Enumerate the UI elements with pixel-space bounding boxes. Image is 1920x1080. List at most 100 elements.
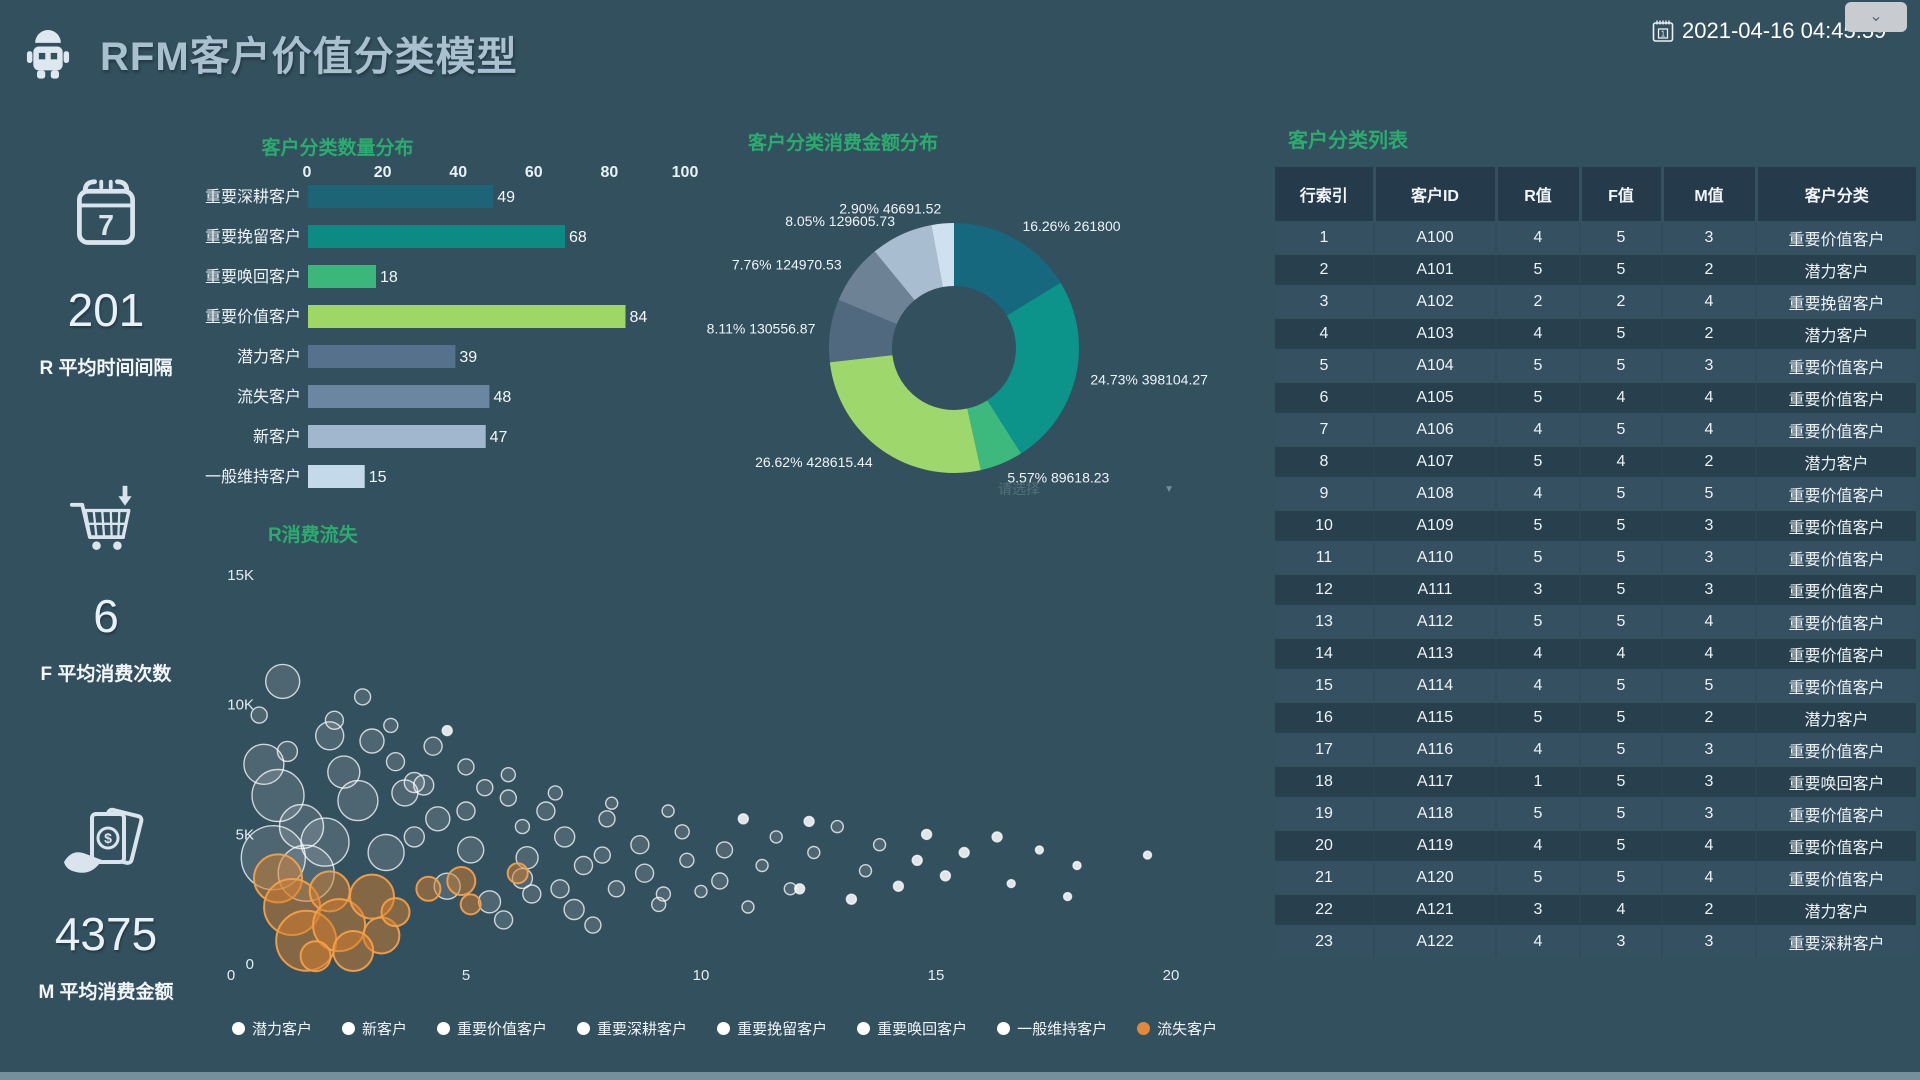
legend-item[interactable]: 流失客户 (1137, 1018, 1217, 1039)
donut-slice[interactable] (829, 355, 981, 473)
bubble-point[interactable] (423, 736, 443, 756)
bottom-scrollbar[interactable] (0, 1072, 1920, 1080)
bubble-point[interactable] (1006, 878, 1016, 889)
bubble-point[interactable] (276, 740, 299, 763)
bubble-point[interactable] (563, 898, 585, 921)
bar-chart[interactable]: 0 20 40 60 80 100 重要深耕客户 49 重要挽留客户 68 重要唤回客户 18 重要价值… (180, 125, 740, 505)
bubble-point[interactable] (251, 768, 305, 823)
bar-segment[interactable] (308, 425, 486, 448)
bubble-point[interactable] (661, 804, 675, 818)
bubble-point[interactable] (830, 819, 844, 834)
bubble-point[interactable] (845, 893, 858, 905)
bubble-point[interactable] (872, 838, 887, 852)
bubble-point[interactable] (265, 663, 301, 700)
bubble-point[interactable] (911, 854, 923, 866)
bar-segment[interactable] (308, 185, 494, 208)
bubble-point[interactable] (598, 810, 616, 828)
bubble-point[interactable] (383, 717, 399, 734)
bubble-point[interactable] (711, 872, 729, 890)
bubble-point[interactable] (554, 826, 576, 848)
bubble-point[interactable] (441, 724, 453, 737)
donut-slice[interactable] (874, 225, 943, 301)
bubble-point[interactable] (459, 893, 482, 916)
bubble-point[interactable] (337, 779, 379, 822)
bubble-point[interactable] (477, 890, 502, 914)
bubble-point[interactable] (403, 771, 426, 794)
bubble-point[interactable] (500, 766, 516, 783)
bubble-point[interactable] (794, 883, 806, 895)
legend-item[interactable]: 重要唤回客户 (857, 1018, 967, 1039)
legend-item[interactable]: 重要价值客户 (437, 1018, 547, 1039)
bubble-point[interactable] (547, 785, 563, 801)
bubble-point[interactable] (403, 826, 426, 848)
bubble-point[interactable] (858, 864, 873, 878)
bubble-point[interactable] (457, 758, 475, 776)
bubble-point[interactable] (385, 751, 406, 772)
bubble-chart[interactable]: 0 5K 10K 15K 0 5 10 15 20 (220, 550, 1220, 1012)
category-select[interactable]: 请选择 ▼ (990, 476, 1182, 502)
bar-segment[interactable] (308, 225, 565, 248)
bubble-point[interactable] (327, 755, 361, 789)
bubble-point[interactable] (367, 833, 405, 872)
bubble-point[interactable] (593, 846, 611, 864)
bubble-point[interactable] (506, 862, 529, 885)
bubble-point[interactable] (456, 801, 476, 821)
bubble-point[interactable] (456, 836, 485, 864)
bubble-point[interactable] (803, 815, 815, 828)
bubble-point[interactable] (1062, 891, 1073, 902)
bubble-point[interactable] (630, 835, 650, 855)
collapse-button[interactable]: ⌄ (1845, 2, 1907, 32)
bubble-point[interactable] (415, 875, 442, 902)
bubble-point[interactable] (522, 884, 542, 904)
bubble-point[interactable] (651, 896, 667, 913)
bubble-point[interactable] (1072, 860, 1082, 871)
bar-segment[interactable] (308, 465, 365, 488)
bubble-point[interactable] (1034, 845, 1045, 855)
bar-segment[interactable] (308, 385, 490, 408)
bubble-point[interactable] (250, 706, 268, 724)
bubble-point[interactable] (679, 852, 695, 868)
bubble-point[interactable] (958, 846, 970, 859)
legend-item[interactable]: 重要深耕客户 (577, 1018, 687, 1039)
donut-slice[interactable] (931, 223, 954, 288)
bubble-point[interactable] (605, 796, 619, 810)
bubble-point[interactable] (741, 900, 755, 914)
bubble-point[interactable] (573, 855, 594, 876)
bubble-point[interactable] (674, 824, 690, 840)
legend-item[interactable]: 重要挽留客户 (717, 1018, 827, 1039)
bubble-point[interactable] (332, 930, 375, 972)
bubble-point[interactable] (359, 728, 385, 754)
bubble-point[interactable] (920, 828, 933, 841)
bubble-point[interactable] (353, 688, 372, 706)
donut-slice[interactable] (838, 251, 915, 325)
bar-segment[interactable] (308, 305, 626, 328)
bubble-point[interactable] (892, 880, 905, 892)
bubble-point[interactable] (634, 863, 655, 883)
bubble-point[interactable] (715, 841, 734, 859)
bubble-point[interactable] (584, 916, 602, 934)
bubble-point[interactable] (694, 884, 708, 899)
donut-slice[interactable] (987, 282, 1079, 454)
bubble-point[interactable] (755, 858, 769, 873)
bubble-point[interactable] (476, 778, 494, 797)
bubble-point[interactable] (300, 817, 350, 867)
bubble-point[interactable] (425, 806, 451, 832)
bubble-point[interactable] (493, 910, 514, 930)
bubble-point[interactable] (380, 897, 411, 928)
bubble-point[interactable] (769, 830, 783, 844)
bubble-point[interactable] (446, 866, 477, 896)
bubble-point[interactable] (514, 818, 531, 835)
legend-item[interactable]: 潜力客户 (232, 1018, 312, 1039)
bubble-point[interactable] (499, 789, 517, 807)
bar-segment[interactable] (308, 265, 376, 288)
bubble-point[interactable] (737, 813, 749, 825)
donut-slice[interactable] (967, 400, 1022, 471)
donut-chart[interactable]: 16.26% 261800 24.73% 398104.27 5.57% 89618… (707, 120, 1300, 520)
bubble-point[interactable] (536, 801, 556, 821)
bubble-point[interactable] (1142, 850, 1153, 860)
donut-slice[interactable] (829, 299, 897, 363)
bubble-point[interactable] (607, 880, 626, 898)
bar-segment[interactable] (308, 345, 456, 368)
donut-slice[interactable] (954, 223, 1061, 316)
bubble-point[interactable] (243, 743, 285, 786)
